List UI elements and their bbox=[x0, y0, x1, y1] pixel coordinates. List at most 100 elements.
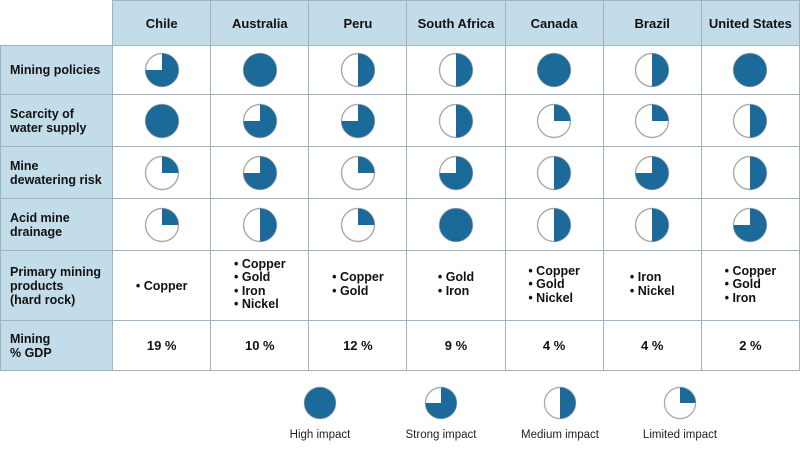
impact-pie-icon bbox=[438, 207, 474, 242]
product-item: Copper bbox=[725, 264, 776, 279]
impact-pie-icon bbox=[733, 155, 768, 190]
product-item: Nickel bbox=[528, 291, 580, 306]
impact-pie-icon bbox=[733, 207, 768, 242]
product-item: Gold bbox=[332, 284, 384, 299]
pie-fill bbox=[560, 387, 576, 419]
three-quarter-circle-icon bbox=[424, 386, 458, 420]
pie-fill bbox=[554, 208, 571, 241]
product-item: Nickel bbox=[630, 284, 675, 299]
impact-cell-peru bbox=[308, 45, 408, 95]
impact-cell-australia bbox=[210, 94, 310, 147]
product-item: Iron bbox=[630, 271, 675, 285]
pie-fill bbox=[554, 104, 571, 121]
legend-label: Strong impact bbox=[405, 429, 477, 441]
impact-pie-icon bbox=[635, 52, 670, 88]
pie-fill bbox=[304, 387, 336, 419]
pie-fill bbox=[259, 208, 277, 241]
legend: High impact Strong impact Medium impact Lim… bbox=[0, 370, 800, 450]
corner-cell bbox=[0, 0, 114, 46]
pie-fill bbox=[425, 387, 457, 419]
half-circle-icon bbox=[543, 386, 577, 420]
products-cell-south-africa: GoldIron bbox=[406, 250, 506, 321]
impact-cell-peru bbox=[308, 198, 408, 251]
impact-cell-south-africa bbox=[406, 198, 506, 251]
impact-row: Scarcity of water supply bbox=[0, 94, 800, 147]
gdp-row: Mining% GDP 19 % 10 % 12 % 9 % 4 % 4 % 2 % bbox=[0, 320, 800, 371]
country-header-row: Chile Australia Peru South Africa Canada Braz… bbox=[0, 0, 800, 46]
legend-item-medium-impact: Medium impact bbox=[490, 386, 630, 441]
impact-pie-icon bbox=[438, 103, 474, 138]
impact-pie-icon bbox=[438, 52, 474, 88]
row-label-line: Mining policies bbox=[10, 63, 101, 77]
products-cell-australia: CopperGoldIronNickel bbox=[210, 250, 310, 321]
pie-fill bbox=[439, 156, 473, 189]
quarter-circle-icon bbox=[663, 386, 697, 420]
impact-pie-icon bbox=[144, 207, 179, 242]
impact-pie-icon bbox=[340, 207, 376, 242]
legend-label: Limited impact bbox=[642, 429, 718, 441]
country-header-chile: Chile bbox=[112, 0, 212, 46]
pie-fill bbox=[341, 104, 375, 137]
product-item: Gold bbox=[234, 271, 286, 285]
impact-pie-icon bbox=[733, 52, 768, 88]
impact-pie-icon bbox=[242, 52, 277, 88]
pie-fill bbox=[243, 104, 277, 137]
products-row-label: Primary mining products (hard rock) bbox=[0, 250, 114, 321]
impact-pie-icon bbox=[438, 155, 474, 190]
impact-pie-icon bbox=[733, 103, 768, 138]
pie-fill bbox=[733, 208, 767, 241]
impact-pie-icon bbox=[340, 52, 376, 88]
impact-cell-south-africa bbox=[406, 94, 506, 147]
pie-fill bbox=[635, 156, 669, 189]
legend-item-strong-impact: Strong impact bbox=[371, 386, 511, 441]
impact-cell-australia bbox=[210, 146, 310, 199]
product-item: Gold bbox=[725, 277, 777, 292]
product-item: Iron bbox=[234, 284, 286, 299]
gdp-cell-south-africa: 9 % bbox=[406, 320, 506, 371]
row-label-line: % GDP bbox=[10, 345, 52, 360]
products-list: CopperGoldIronNickel bbox=[234, 257, 286, 312]
impact-pie-icon bbox=[242, 155, 277, 190]
row-label-line: Scarcity of bbox=[10, 106, 74, 121]
row-label-line: dewatering risk bbox=[10, 172, 102, 187]
row-label-line: water supply bbox=[10, 120, 87, 135]
products-list: CopperGoldNickel bbox=[528, 264, 580, 306]
impact-cell-brazil bbox=[602, 198, 702, 251]
impact-cell-chile bbox=[112, 94, 212, 147]
impact-cell-brazil bbox=[602, 146, 702, 199]
pie-fill bbox=[652, 53, 669, 87]
row-label-line: Mining bbox=[10, 331, 51, 346]
country-header-south-africa: South Africa bbox=[406, 0, 506, 46]
gdp-cell-brazil: 4 % bbox=[602, 320, 702, 371]
pie-fill bbox=[145, 53, 179, 87]
impact-cell-united-states bbox=[700, 146, 800, 199]
row-label-line: drainage bbox=[10, 224, 63, 239]
pie-fill bbox=[652, 208, 669, 241]
pie-fill bbox=[456, 104, 473, 137]
gdp-cell-australia: 10 % bbox=[210, 320, 310, 371]
impact-pie-icon bbox=[536, 103, 572, 138]
products-list: IronNickel bbox=[630, 271, 675, 298]
impact-pie-icon bbox=[536, 52, 572, 88]
products-cell-canada: CopperGoldNickel bbox=[504, 250, 604, 321]
impact-cell-canada bbox=[504, 94, 604, 147]
product-item: Nickel bbox=[234, 298, 286, 312]
pie-fill bbox=[161, 208, 179, 225]
impact-pie-icon bbox=[536, 155, 572, 190]
gdp-cell-canada: 4 % bbox=[504, 320, 604, 371]
row-label-line: Mine bbox=[10, 158, 39, 173]
gdp-row-label: Mining% GDP bbox=[0, 320, 114, 371]
products-list: CopperGold bbox=[332, 271, 384, 298]
pie-fill bbox=[357, 53, 375, 87]
product-item: Iron bbox=[725, 291, 777, 306]
products-list: GoldIron bbox=[438, 271, 474, 298]
product-item: Gold bbox=[528, 277, 580, 292]
pie-fill bbox=[554, 156, 571, 189]
country-header-united-states: United States bbox=[700, 0, 800, 46]
impact-cell-peru bbox=[308, 94, 408, 147]
gdp-cell-united-states: 2 % bbox=[700, 320, 800, 371]
product-item: Copper bbox=[136, 279, 188, 294]
products-cell-chile: Copper bbox=[112, 250, 212, 321]
row-label-line: (hard rock) bbox=[10, 292, 76, 307]
